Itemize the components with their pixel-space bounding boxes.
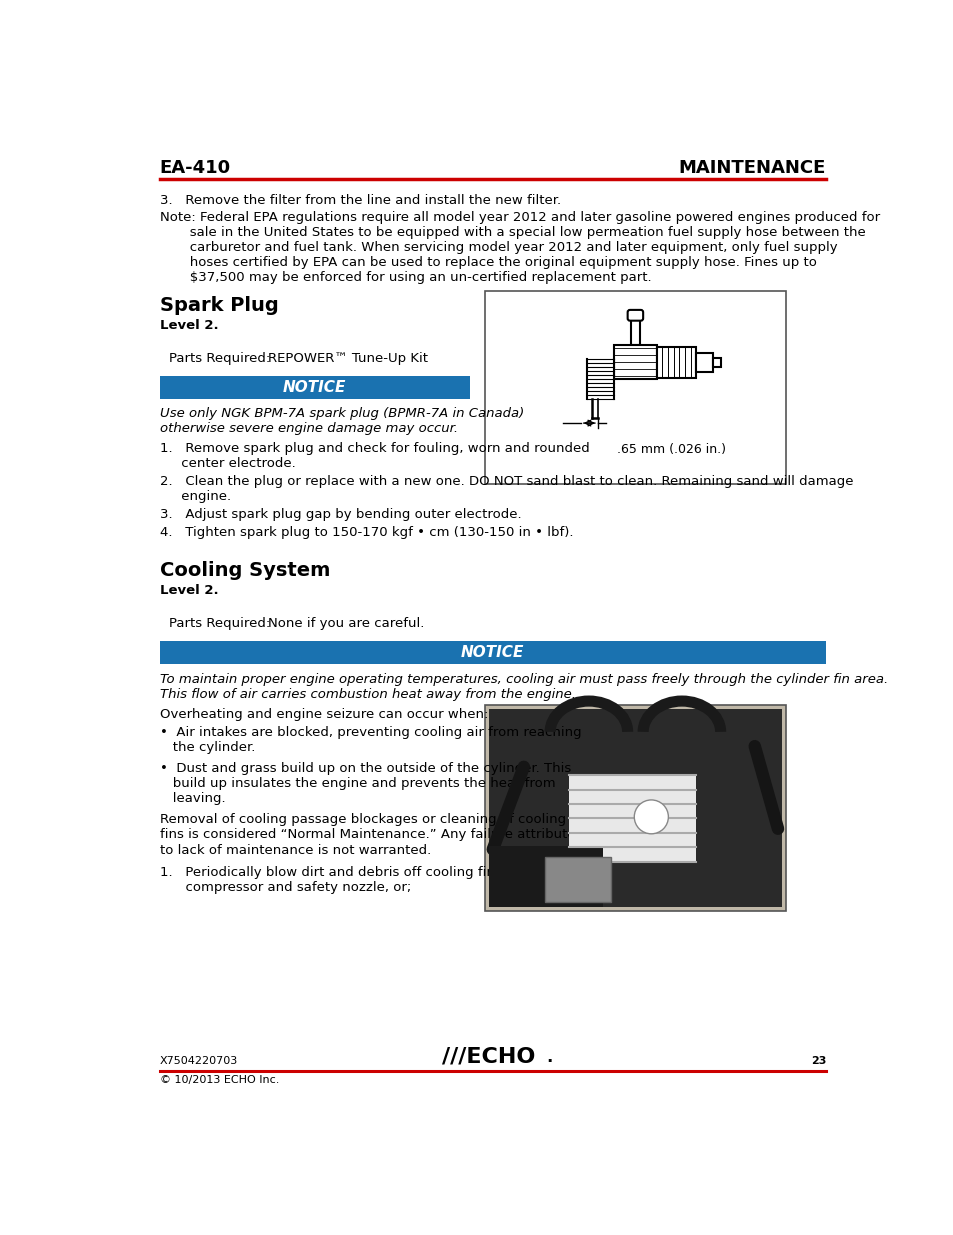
Text: carburetor and fuel tank. When servicing model year 2012 and later equipment, on: carburetor and fuel tank. When servicing…	[159, 241, 837, 254]
Text: Use only NGK BPM-7A spark plug (BPMR-7A in Canada): Use only NGK BPM-7A spark plug (BPMR-7A …	[159, 406, 523, 420]
Text: Removal of cooling passage blockages or cleaning of cooling: Removal of cooling passage blockages or …	[159, 814, 565, 826]
Text: 4.   Tighten spark plug to 150-170 kgf • cm (130-150 in • lbf).: 4. Tighten spark plug to 150-170 kgf • c…	[159, 526, 573, 538]
Text: EA-410: EA-410	[159, 159, 231, 177]
Text: fins is considered “Normal Maintenance.” Any failure attributed: fins is considered “Normal Maintenance.”…	[159, 829, 583, 841]
Bar	[159, 641, 825, 664]
Text: © 10/2013 ECHO Inc.: © 10/2013 ECHO Inc.	[159, 1074, 278, 1084]
Text: Cooling System: Cooling System	[159, 561, 330, 580]
Bar	[484, 705, 785, 911]
Bar	[712, 358, 720, 367]
Circle shape	[634, 800, 668, 834]
Text: build up insulates the engine and prevents the heat from: build up insulates the engine and preven…	[159, 777, 555, 790]
Text: NOTICE: NOTICE	[460, 645, 524, 659]
Text: Level 2.: Level 2.	[159, 584, 218, 597]
FancyBboxPatch shape	[627, 310, 642, 321]
Text: Overheating and engine seizure can occur when:: Overheating and engine seizure can occur…	[159, 708, 487, 721]
Text: the cylinder.: the cylinder.	[159, 741, 254, 755]
Text: Parts Required:: Parts Required:	[169, 618, 270, 630]
Text: .65 mm (.026 in.): .65 mm (.026 in.)	[617, 443, 725, 456]
Bar	[630, 316, 639, 346]
Text: .: .	[546, 1049, 552, 1066]
Bar	[488, 709, 781, 908]
Text: REPOWER™ Tune-Up Kit: REPOWER™ Tune-Up Kit	[268, 352, 428, 366]
Text: •  Air intakes are blocked, preventing cooling air from reaching: • Air intakes are blocked, preventing co…	[159, 726, 580, 739]
Text: $37,500 may be enforced for using an un-certified replacement part.: $37,500 may be enforced for using an un-…	[159, 270, 651, 284]
Text: leaving.: leaving.	[159, 793, 225, 805]
Text: 23: 23	[810, 1056, 825, 1066]
Text: ECHO: ECHO	[641, 814, 660, 819]
Text: X7504220703: X7504220703	[159, 1056, 237, 1066]
Text: To maintain proper engine operating temperatures, cooling air must pass freely t: To maintain proper engine operating temp…	[159, 673, 887, 685]
Text: engine.: engine.	[159, 490, 231, 503]
Bar	[695, 353, 712, 372]
Text: otherwise severe engine damage may occur.: otherwise severe engine damage may occur…	[159, 422, 457, 435]
Text: 1.   Periodically blow dirt and debris off cooling fins with a: 1. Periodically blow dirt and debris off…	[159, 866, 546, 879]
Bar	[657, 347, 695, 378]
Text: 3.   Remove the filter from the line and install the new filter.: 3. Remove the filter from the line and i…	[159, 194, 560, 206]
Text: MAINTENANCE: MAINTENANCE	[678, 159, 825, 177]
Bar	[587, 359, 613, 399]
Text: to lack of maintenance is not warranted.: to lack of maintenance is not warranted.	[159, 844, 431, 857]
Text: 3.   Adjust spark plug gap by bending outer electrode.: 3. Adjust spark plug gap by bending oute…	[159, 508, 520, 521]
Bar	[488, 846, 602, 908]
Text: NOTICE: NOTICE	[283, 380, 346, 395]
Text: center electrode.: center electrode.	[159, 457, 295, 469]
Text: ///ECHO: ///ECHO	[442, 1046, 535, 1066]
Text: Note: Federal EPA regulations require all model year 2012 and later gasoline pow: Note: Federal EPA regulations require al…	[159, 211, 879, 224]
Text: •  Dust and grass build up on the outside of the cylinder. This: • Dust and grass build up on the outside…	[159, 762, 570, 776]
Text: 1.   Remove spark plug and check for fouling, worn and rounded: 1. Remove spark plug and check for fouli…	[159, 442, 589, 454]
Text: sale in the United States to be equipped with a special low permeation fuel supp: sale in the United States to be equipped…	[159, 226, 864, 238]
Bar	[544, 857, 611, 902]
Text: hoses certified by EPA can be used to replace the original equipment supply hose: hoses certified by EPA can be used to re…	[159, 256, 816, 269]
Bar	[569, 776, 695, 862]
Text: Spark Plug: Spark Plug	[159, 296, 278, 315]
Text: This flow of air carries combustion heat away from the engine.: This flow of air carries combustion heat…	[159, 688, 575, 700]
Text: 2.   Clean the plug or replace with a new one. DO NOT sand blast to clean. Remai: 2. Clean the plug or replace with a new …	[159, 474, 852, 488]
Bar	[484, 291, 785, 484]
Bar	[613, 346, 657, 379]
Text: Level 2.: Level 2.	[159, 319, 218, 332]
Text: None if you are careful.: None if you are careful.	[268, 618, 424, 630]
Text: compressor and safety nozzle, or;: compressor and safety nozzle, or;	[159, 882, 411, 894]
Text: Parts Required:: Parts Required:	[169, 352, 270, 366]
Bar	[159, 377, 469, 399]
